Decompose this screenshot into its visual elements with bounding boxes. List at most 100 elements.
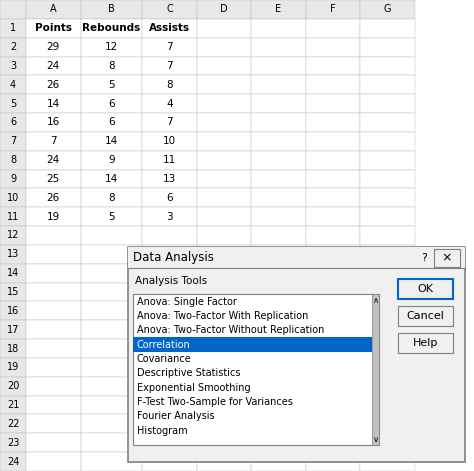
Bar xyxy=(26,414,81,433)
Bar xyxy=(81,320,142,339)
Bar xyxy=(142,207,197,226)
Bar xyxy=(306,207,360,226)
Text: 7: 7 xyxy=(166,61,173,71)
Bar xyxy=(251,57,306,75)
Text: G: G xyxy=(384,4,391,15)
Bar xyxy=(26,38,81,57)
Text: Help: Help xyxy=(413,338,438,348)
Bar xyxy=(306,226,360,245)
Text: 6: 6 xyxy=(108,117,115,128)
Text: 1: 1 xyxy=(10,23,16,33)
Bar xyxy=(142,245,197,264)
Bar xyxy=(306,38,360,57)
Text: 6: 6 xyxy=(166,193,173,203)
Bar xyxy=(0,188,26,207)
Bar xyxy=(360,38,415,57)
Text: 20: 20 xyxy=(7,381,19,391)
Bar xyxy=(251,452,306,471)
Bar xyxy=(26,113,81,132)
Bar xyxy=(251,151,306,170)
Bar xyxy=(81,188,142,207)
Text: 2: 2 xyxy=(10,42,16,52)
Text: 10: 10 xyxy=(7,193,19,203)
Bar xyxy=(142,226,197,245)
Bar xyxy=(81,301,142,320)
Text: F: F xyxy=(330,4,336,15)
Text: 13: 13 xyxy=(163,174,176,184)
Text: Points: Points xyxy=(35,23,72,33)
Bar xyxy=(142,283,197,301)
Bar xyxy=(251,396,306,414)
Bar xyxy=(360,377,415,396)
Text: Histogram: Histogram xyxy=(137,426,187,436)
Bar xyxy=(0,245,26,264)
Text: ∨: ∨ xyxy=(373,435,379,444)
Bar xyxy=(251,38,306,57)
Bar xyxy=(133,337,372,352)
Bar xyxy=(251,170,306,188)
Bar xyxy=(306,433,360,452)
Text: D: D xyxy=(220,4,228,15)
Text: 16: 16 xyxy=(7,306,19,316)
Bar xyxy=(197,57,251,75)
Bar xyxy=(251,188,306,207)
Text: 22: 22 xyxy=(7,419,19,429)
Bar xyxy=(81,0,142,19)
Bar xyxy=(81,358,142,377)
Bar xyxy=(0,94,26,113)
Bar xyxy=(306,113,360,132)
Bar xyxy=(0,452,26,471)
Bar xyxy=(142,94,197,113)
Text: 24: 24 xyxy=(7,456,19,467)
Bar xyxy=(81,151,142,170)
Bar xyxy=(81,414,142,433)
Bar xyxy=(0,377,26,396)
Text: 8: 8 xyxy=(108,61,115,71)
Bar xyxy=(251,245,306,264)
Text: Assists: Assists xyxy=(149,23,190,33)
Bar xyxy=(360,320,415,339)
Bar xyxy=(360,113,415,132)
Text: 12: 12 xyxy=(7,230,19,241)
Bar xyxy=(26,94,81,113)
Text: 17: 17 xyxy=(7,325,19,335)
Bar xyxy=(372,294,379,445)
Bar xyxy=(251,226,306,245)
Text: 5: 5 xyxy=(10,98,16,109)
Bar xyxy=(0,132,26,151)
Bar xyxy=(81,396,142,414)
Bar xyxy=(251,320,306,339)
Bar xyxy=(197,452,251,471)
Text: Rebounds: Rebounds xyxy=(82,23,140,33)
Bar xyxy=(142,396,197,414)
Text: Fourier Analysis: Fourier Analysis xyxy=(137,411,214,422)
Bar xyxy=(306,151,360,170)
Bar xyxy=(0,38,26,57)
Text: 7: 7 xyxy=(50,136,56,146)
Bar xyxy=(26,75,81,94)
Bar xyxy=(306,245,360,264)
FancyBboxPatch shape xyxy=(398,333,453,353)
Bar xyxy=(197,226,251,245)
Bar xyxy=(81,38,142,57)
Bar xyxy=(360,452,415,471)
Bar xyxy=(360,414,415,433)
Text: Anova: Two-Factor Without Replication: Anova: Two-Factor Without Replication xyxy=(137,325,324,335)
Bar xyxy=(251,377,306,396)
Bar xyxy=(0,358,26,377)
Text: F-Test Two-Sample for Variances: F-Test Two-Sample for Variances xyxy=(137,397,292,407)
Bar xyxy=(306,132,360,151)
Text: 15: 15 xyxy=(7,287,19,297)
Bar xyxy=(197,396,251,414)
Bar xyxy=(81,94,142,113)
Bar xyxy=(306,396,360,414)
Bar xyxy=(360,339,415,358)
Text: 4: 4 xyxy=(10,80,16,90)
Bar xyxy=(81,245,142,264)
FancyBboxPatch shape xyxy=(398,306,453,326)
Text: ?: ? xyxy=(421,253,427,263)
Bar xyxy=(306,339,360,358)
Bar xyxy=(197,132,251,151)
Bar xyxy=(142,132,197,151)
Bar xyxy=(0,0,26,19)
